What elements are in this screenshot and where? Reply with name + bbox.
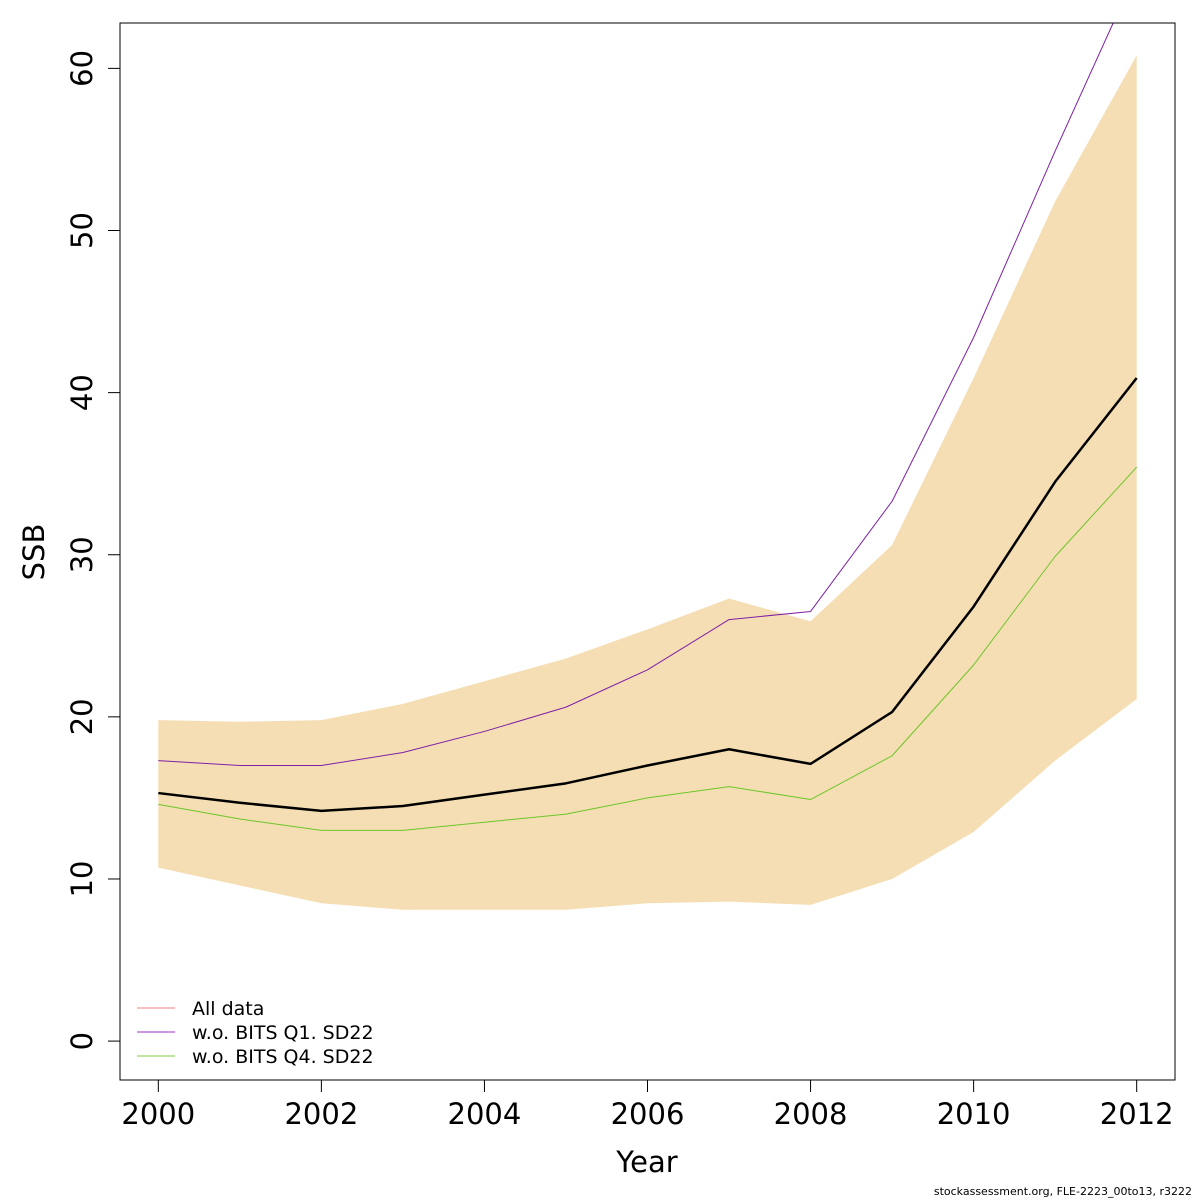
series-line-1: [158, 23, 1114, 766]
x-tick-label: 2010: [937, 1097, 1011, 1131]
y-tick-label: 30: [65, 536, 99, 573]
x-tick-label: 2006: [611, 1097, 685, 1131]
y-axis: 0 10 20 30 40 50 60: [65, 50, 121, 1050]
series-line-2: [158, 466, 1138, 831]
x-tick-label: 2000: [121, 1097, 195, 1131]
y-tick-label: 60: [65, 50, 99, 87]
y-tick-label: 20: [65, 698, 99, 735]
y-tick-label: 0: [65, 1032, 99, 1050]
x-tick-label: 2002: [284, 1097, 358, 1131]
y-tick-label: 10: [65, 861, 99, 898]
y-tick-label: 40: [65, 374, 99, 411]
y-tick-label: 50: [65, 212, 99, 249]
x-tick-label: 2012: [1100, 1097, 1174, 1131]
series-line-0: [158, 377, 1138, 813]
legend-label-1: w.o. BITS Q1. SD22: [192, 1022, 374, 1044]
x-tick-label: 2004: [448, 1097, 522, 1131]
x-tick-label: 2008: [774, 1097, 848, 1131]
footer-credit: stockassessment.org, FLE-2223_00to13, r3…: [933, 1185, 1192, 1198]
x-axis-title: Year: [615, 1145, 677, 1179]
x-axis: 2000 2002 2004 2006 2008 2010 2012: [121, 1079, 1174, 1131]
y-axis-title: SSB: [17, 524, 51, 581]
legend-label-0: All data: [192, 998, 264, 1020]
confidence-band: [158, 55, 1137, 910]
legend-label-2: w.o. BITS Q4. SD22: [192, 1046, 374, 1068]
